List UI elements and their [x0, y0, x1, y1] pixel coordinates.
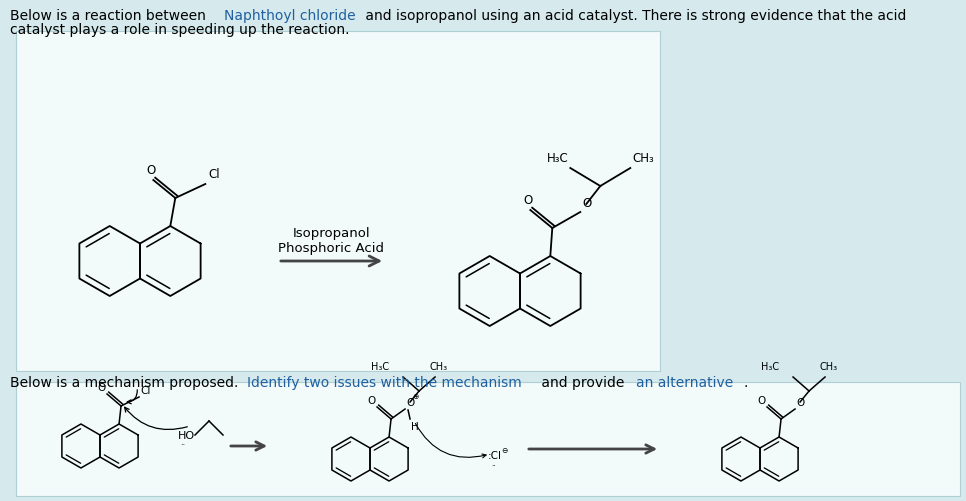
Text: :Cl: :Cl [488, 450, 502, 460]
Text: Naphthoyl chloride: Naphthoyl chloride [224, 9, 355, 23]
Text: O: O [368, 395, 376, 405]
Text: O: O [582, 196, 591, 209]
Text: .: . [743, 375, 748, 389]
Text: and isopropanol using an acid catalyst. There is strong evidence that the acid: and isopropanol using an acid catalyst. … [361, 9, 907, 23]
Text: CH₃: CH₃ [429, 361, 447, 371]
Text: H₃C: H₃C [547, 152, 568, 165]
Text: an alternative: an alternative [637, 375, 733, 389]
Text: HO: HO [178, 430, 195, 440]
Text: H: H [412, 421, 419, 431]
Text: O: O [524, 193, 533, 206]
Text: H₃C: H₃C [371, 361, 389, 371]
Text: O: O [147, 164, 156, 177]
Text: Isopropanol: Isopropanol [293, 226, 370, 239]
Bar [16, 382, 960, 496]
Text: O: O [757, 395, 766, 405]
Text: Cl: Cl [209, 168, 220, 181]
Text: catalyst plays a role in speeding up the reaction.: catalyst plays a role in speeding up the… [10, 23, 350, 37]
Bar [16, 32, 660, 371]
Text: CH₃: CH₃ [819, 361, 838, 371]
Text: CH₃: CH₃ [633, 152, 654, 165]
Text: ⊕: ⊕ [412, 391, 418, 400]
Text: Below is a reaction between: Below is a reaction between [10, 9, 211, 23]
Text: and provide: and provide [537, 375, 629, 389]
Text: O: O [796, 397, 805, 407]
Text: Cl: Cl [140, 385, 151, 395]
Text: Phosphoric Acid: Phosphoric Acid [278, 241, 384, 255]
Text: Identify two issues with the mechanism: Identify two issues with the mechanism [246, 375, 522, 389]
Text: ··: ·· [180, 440, 185, 449]
Text: O: O [98, 382, 106, 392]
Text: ··: ·· [491, 462, 496, 468]
Text: O: O [406, 397, 414, 407]
Text: ⊖: ⊖ [501, 445, 507, 454]
Text: Below is a mechanism proposed.: Below is a mechanism proposed. [10, 375, 242, 389]
Text: H₃C: H₃C [761, 361, 779, 371]
